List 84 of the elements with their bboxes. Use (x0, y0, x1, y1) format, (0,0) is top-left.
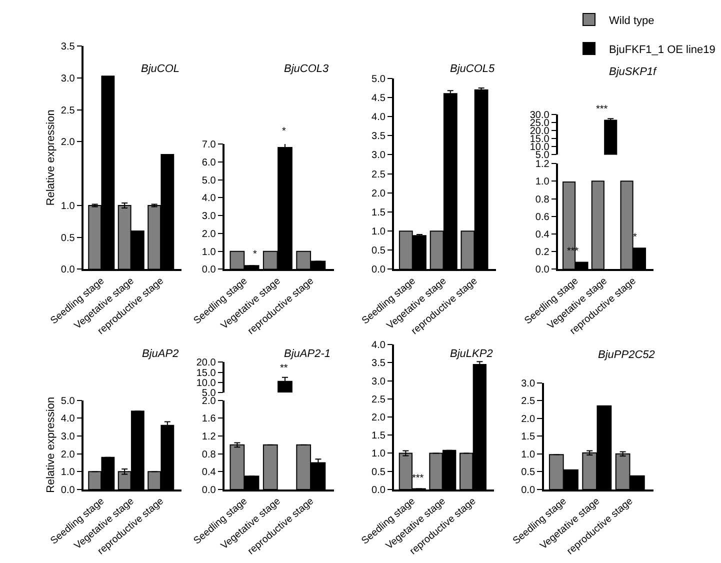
y-tick-label: 3.5 (372, 358, 386, 370)
y-tick-label: 2.0 (372, 188, 386, 200)
y-tick-label: 3.5 (60, 42, 76, 53)
legend-label: BjuFKF1_1 OE line19 (609, 44, 716, 56)
chart-title: BjuCOL5 (450, 63, 496, 75)
y-tick-label: 1.0 (60, 467, 76, 478)
annotation: *** (412, 473, 424, 484)
y-tick-label: 4.0 (202, 193, 216, 204)
y-tick-label: 0.5 (60, 232, 76, 244)
y-tick-label: 7.0 (202, 139, 216, 150)
annotation: * (633, 232, 637, 243)
y-tick-label: 0.0 (202, 264, 216, 276)
y-tick-label: 0.0 (372, 484, 386, 496)
y-tick-label: 0.0 (535, 264, 550, 276)
chart-title: BjuAP2-1 (284, 348, 330, 360)
y-tick-label: 0.0 (60, 264, 76, 276)
chart-title: BjuLKP2 (450, 348, 493, 360)
y-tick-label: 0.0 (60, 484, 76, 496)
chart-title: BjuAP2 (142, 348, 179, 360)
y-tick-label: 1.2 (535, 159, 550, 170)
y-tick-label: 0.8 (535, 194, 550, 206)
y-tick-label: 3.0 (372, 150, 386, 162)
y-tick-label: 2.0 (372, 412, 386, 424)
y-tick-label: 20.0 (196, 358, 216, 369)
y-tick-label: 5.0 (60, 396, 76, 407)
y-tick-label: 2.0 (202, 396, 216, 407)
chart-title: BjuSKP1f (609, 66, 658, 78)
y-tick-label: 3.0 (521, 378, 536, 390)
y-tick-label: 0.5 (521, 467, 536, 478)
y-tick-label: 2.0 (60, 137, 76, 148)
y-tick-label: 0.2 (535, 247, 550, 258)
y-tick-label: 1.5 (372, 207, 386, 218)
y-tick-label: 1.0 (202, 246, 216, 258)
y-tick-label: 4.0 (372, 112, 386, 124)
y-tick-label: 5.0 (535, 150, 550, 162)
y-tick-label: 3.0 (372, 376, 386, 388)
y-tick-label: 0.4 (202, 467, 216, 478)
y-tick-label: 0.4 (535, 230, 550, 241)
y-tick-label: 2.0 (521, 414, 536, 425)
y-tick-label: 2.5 (60, 105, 76, 116)
y-axis-title: Relative expression (45, 396, 58, 493)
y-tick-label: 0.6 (535, 212, 550, 223)
y-tick-label: 4.0 (372, 340, 386, 352)
y-axis-title: Relative expression (45, 110, 58, 206)
y-tick-label: 2.0 (202, 228, 216, 240)
y-tick-label: 1.0 (60, 200, 76, 212)
y-tick-label: 0.0 (372, 264, 386, 276)
y-tick-label: 5.0 (202, 175, 216, 186)
y-tick-label: 0.5 (372, 466, 386, 478)
annotation: ** (280, 363, 288, 374)
y-tick-label: 6.0 (202, 157, 216, 168)
y-tick-label: 2.5 (372, 169, 386, 180)
y-tick-label: 3.0 (202, 211, 216, 222)
legend-label: Wild type (609, 14, 654, 27)
y-tick-label: 2.0 (60, 449, 76, 460)
annotation: *** (596, 104, 608, 115)
y-tick-label: 1.0 (521, 449, 536, 460)
y-tick-label: 1.0 (372, 448, 386, 460)
y-tick-label: 0.0 (521, 484, 536, 496)
y-tick-label: 0.5 (372, 246, 386, 257)
y-tick-label: 3.5 (372, 131, 386, 142)
y-tick-label: 1.0 (372, 226, 386, 238)
y-tick-label: 1.5 (521, 432, 536, 443)
y-tick-label: 3.0 (60, 432, 76, 443)
y-tick-label: 1.5 (372, 430, 386, 442)
chart-title: BjuCOL3 (284, 63, 330, 75)
text: BjuCOL (141, 63, 180, 75)
annotation: * (253, 249, 257, 260)
y-tick-label: 5.0 (372, 74, 386, 85)
y-tick-label: 15.0 (196, 368, 216, 379)
chart-title: BjuPP2C52 (598, 349, 655, 361)
y-tick-label: 0.8 (202, 449, 216, 460)
y-tick-label: 4.5 (372, 92, 386, 104)
y-tick-label: 3.0 (60, 73, 76, 84)
y-tick-label: 2.5 (521, 396, 536, 408)
y-tick-label: 1.6 (202, 414, 216, 425)
y-tick-label: 1.0 (535, 176, 550, 188)
y-tick-label: 1.2 (202, 432, 216, 443)
y-tick-label: 4.0 (60, 414, 76, 425)
y-tick-label: 0.0 (202, 484, 216, 496)
y-tick-label: 2.5 (372, 394, 386, 406)
annotation: *** (567, 246, 579, 257)
y-tick-label: 10.0 (196, 378, 216, 389)
annotation: * (282, 126, 286, 137)
